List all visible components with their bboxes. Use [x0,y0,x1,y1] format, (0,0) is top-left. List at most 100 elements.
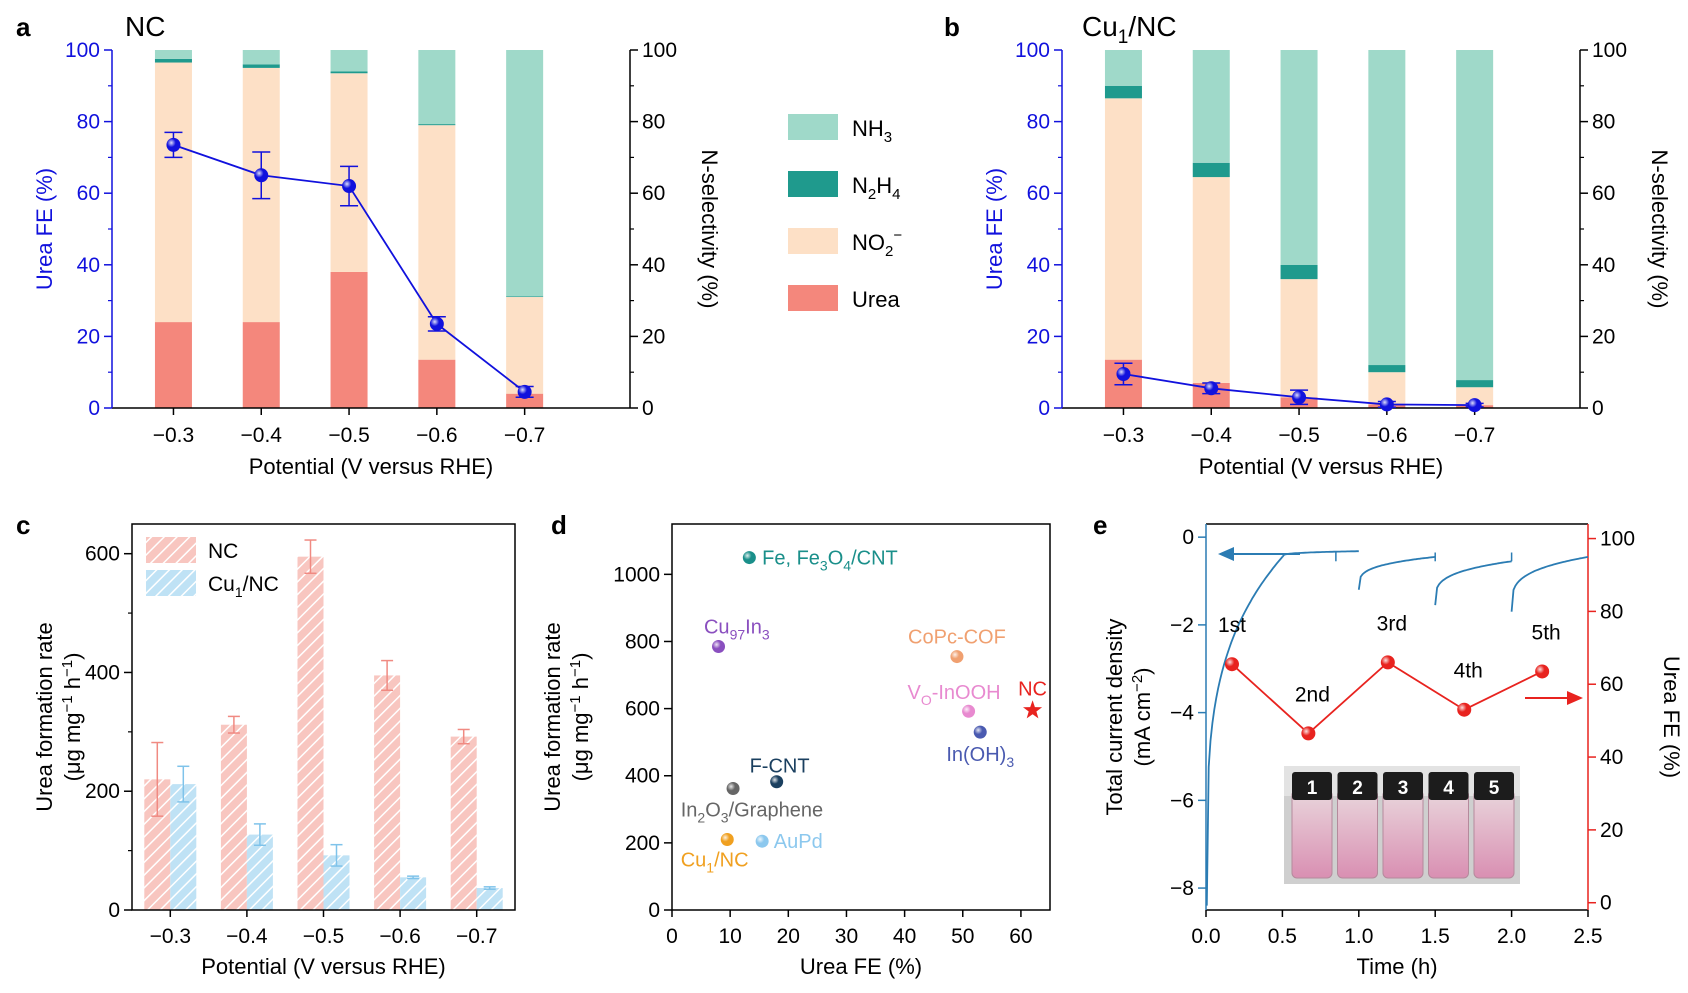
arrow-current-head [1218,547,1234,561]
fe-point-shine [1380,655,1395,670]
fe-point-shine [1457,702,1472,717]
y-axis-label-right: N-selectivity (%) [697,150,722,309]
y-tick-label-right: 40 [642,254,665,277]
bar-n2h4-3 [418,124,456,126]
vial-label-2: 2 [1352,778,1363,799]
x-tick-label: 10 [718,925,741,948]
scatter-point-shine [770,775,784,789]
chart-panel-e: 0.0 0.5 1.0 1.5 2.0 2.5 0 −2 −4 −6 −8 0 20 40 60 80 100 T… [1102,523,1684,979]
bar-n2h4-2 [1280,264,1318,280]
y-tick-label-right: 100 [642,39,677,62]
scatter-point-shine [726,781,740,795]
bar-cu1nc-0 [170,784,197,910]
scatter-point-shine [973,725,987,739]
x-tick-label: 1.5 [1421,925,1450,948]
y-tick-label-right: 0 [1592,397,1604,420]
y-tick-label-right: 60 [642,182,665,205]
legend-swatch-n2h4 [788,171,838,197]
y-tick-label: 0 [648,899,660,922]
bar-n2h4-4 [506,296,544,298]
x-tick-label: −0.4 [1191,424,1233,447]
y-tick-label-right: 0 [642,397,654,420]
y-tick-label-right: 80 [1592,111,1615,134]
y-axis-label-right: N-selectivity (%) [1647,150,1672,309]
bar-urea-0 [154,322,192,408]
x-tick-label: 30 [835,925,858,948]
scatter-point-shine [712,640,726,654]
legend-swatch-urea [788,285,838,311]
bar-nh3-4 [1456,50,1494,381]
x-axis-label: Potential (V versus RHE) [201,954,446,979]
y-tick-label-left: −4 [1170,702,1194,725]
bar-no2-4 [1456,387,1494,406]
y-tick-label-left: 40 [1027,254,1050,277]
x-tick-label: −0.6 [416,424,457,447]
vial-label-1: 1 [1307,778,1318,799]
fe-point-shine [1301,726,1316,741]
current-trace-3 [1357,556,1436,590]
x-tick-label: 40 [893,925,916,948]
y-tick-label: 600 [625,698,660,721]
chart-panel-c: −0.3 −0.4 −0.5 −0.6 −0.7 0 200 400 600 Potential … [32,523,516,979]
vial-cap-2 [1337,772,1378,800]
x-tick-label: −0.5 [303,925,344,948]
vial-cap-3 [1383,772,1423,800]
urea-fe-point-shine [254,168,269,183]
fe-point-shine [1535,664,1550,679]
y-tick-label-left: 100 [1015,39,1050,62]
bar-urea-1 [242,322,280,408]
urea-fe-point-shine [1116,366,1131,381]
chart-panel-b: −0.3 −0.4 −0.5 −0.6 −0.7 0 0 20 20 40 40 60 60 80 80 10… [982,39,1672,479]
scatter-point-shine [950,650,964,664]
legend-label-cu1nc: Cu1/NC [208,573,279,600]
x-tick-label: −0.4 [241,424,283,447]
y-tick-label-right: 100 [1592,39,1627,62]
scatter-label-cu97in3: Cu97In3 [704,616,770,642]
legend-swatch-nh3 [788,114,838,140]
scatter-label-vo-inooh: VO-InOOH [907,682,1000,708]
bar-cu1nc-4 [476,888,503,910]
x-tick-label: −0.3 [1103,424,1144,447]
y-axis-label-left-line2: (mA cm−2) [1129,668,1155,767]
y-tick-label-right: 80 [642,111,665,134]
bar-no2-0 [1104,98,1142,360]
x-tick-label: −0.6 [1366,424,1407,447]
y-tick-label-left: 20 [1027,325,1050,348]
bar-nh3-1 [1192,50,1230,163]
plot-frame [671,523,1051,911]
scatter-label-in2o3-graphene: In2O3/Graphene [681,799,823,825]
x-tick-label: −0.7 [1454,424,1495,447]
bar-no2-1 [1192,177,1230,383]
scatter-point-shine [720,833,734,847]
scatter-label-nc: NC [1018,678,1047,700]
x-tick-label: 50 [951,925,974,948]
y-tick-label: 400 [85,661,120,684]
urea-fe-point-shine [517,384,532,399]
bar-n2h4-0 [1104,85,1142,99]
y-tick-label: 800 [625,630,660,653]
panel-b-letter: b [944,12,960,42]
y-tick-label-right: 40 [1600,746,1623,769]
arrow-fe-head [1567,691,1583,705]
bar-urea-4 [506,393,544,408]
bar-nh3-3 [1368,50,1406,366]
y-tick-label-right: 80 [1600,600,1623,623]
legend-panels-ab: NH3 N2H4 NO2− Urea [788,114,902,312]
x-tick-label: −0.6 [379,925,420,948]
fe-label-5th: 5th [1532,621,1561,644]
bar-nh3-0 [154,50,192,59]
current-trace-1 [1205,556,1284,906]
fe-label-4th: 4th [1454,660,1483,683]
urea-fe-point-shine [342,179,357,194]
x-tick-label: 0.0 [1191,925,1220,948]
panel-a-title: NC [125,11,165,42]
legend-swatch-no2 [788,228,838,254]
y-tick-label-left: 60 [1027,182,1050,205]
bar-urea-2 [330,271,368,408]
bar-nh3-1 [242,50,280,65]
vial-label-3: 3 [1398,778,1409,799]
y-tick-label-left: −2 [1170,614,1194,637]
y-axis-label-line1: Urea formation rate [540,622,565,812]
x-tick-label: 0.5 [1268,925,1297,948]
